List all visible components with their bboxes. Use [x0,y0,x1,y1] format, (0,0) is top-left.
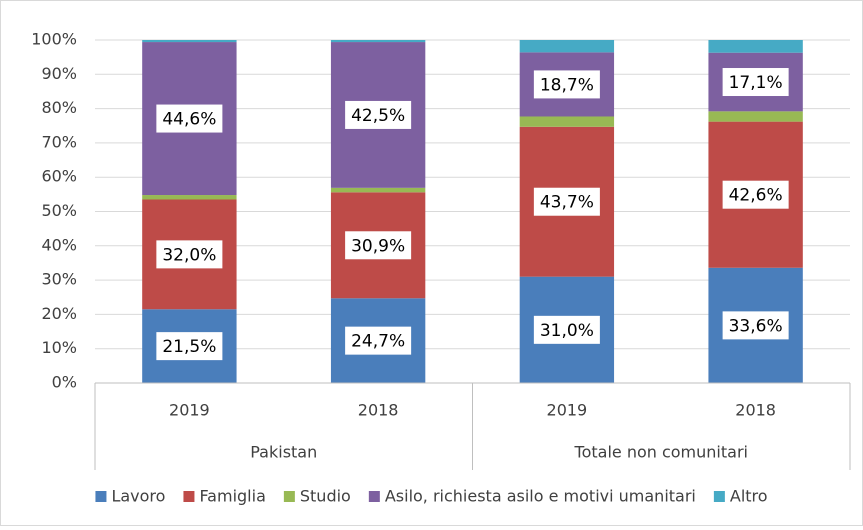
legend-swatch [283,491,295,502]
value-label-box [345,100,412,129]
y-tick-label: 50% [41,201,77,220]
value-label-box [533,70,600,99]
bar-segment [330,40,426,43]
value-label-box [722,68,789,97]
value-label-text: 42,6% [729,186,783,206]
value-label: 21,5% [156,332,223,361]
value-label-box [533,187,600,216]
x-tick-label: 2018 [735,401,776,420]
x-tick-label: 2018 [358,401,399,420]
legend-swatch [183,491,195,502]
x-tick-label: 2019 [547,401,588,420]
y-tick-label: 40% [41,235,77,254]
value-label-text: 33,6% [729,316,783,336]
legend-swatch [713,491,725,502]
value-label: 30,9% [345,231,412,260]
value-label-text: 42,5% [351,106,405,126]
bar-segment [330,187,426,193]
value-label: 43,7% [533,187,600,216]
value-label-box [345,231,412,260]
value-label-box [345,326,412,355]
value-label-box [156,332,223,361]
value-label-text: 31,0% [540,321,594,341]
bar-segment [519,40,615,53]
value-label-text: 32,0% [162,245,216,265]
y-tick-label: 80% [41,98,77,117]
legend-label: Asilo, richiesta asilo e motivi umanitar… [385,487,696,506]
value-label: 31,0% [533,315,600,344]
value-label-text: 43,7% [540,193,594,213]
y-tick-label: 60% [41,167,77,186]
value-label-box [722,180,789,209]
value-label-text: 24,7% [351,332,405,352]
value-label: 32,0% [156,240,223,269]
legend-label: Famiglia [199,487,265,506]
y-tick-label: 70% [41,132,77,151]
value-label-box [156,240,223,269]
legend-label: Altro [730,487,768,506]
bar-segment [519,116,615,127]
legend-label: Lavoro [111,487,165,506]
value-label: 42,6% [722,180,789,209]
legend-swatch [95,491,107,502]
y-tick-label: 10% [41,338,77,357]
bar-segment [142,40,237,43]
y-tick-label: 0% [52,373,77,392]
x-tick-label: 2019 [169,401,210,420]
legend-swatch [368,491,380,502]
value-label-text: 18,7% [540,75,594,95]
group-label: Totale non comunitari [574,443,748,462]
y-tick-label: 20% [41,304,77,323]
value-label: 24,7% [345,326,412,355]
value-label: 17,1% [722,68,789,97]
value-label: 44,6% [156,104,223,133]
value-label: 18,7% [533,70,600,99]
value-label: 42,5% [345,100,412,129]
bar-segment [708,40,803,53]
legend: Lavoro Famiglia Studio Asilo, richiesta asi… [95,487,768,506]
value-label-box [722,311,789,340]
value-label-text: 21,5% [162,337,216,357]
value-label: 33,6% [722,311,789,340]
value-label-box [533,315,600,344]
y-tick-label: 100% [31,30,77,49]
y-tick-label: 30% [41,270,77,289]
group-label: Pakistan [250,443,317,462]
value-label-text: 44,6% [162,110,216,130]
value-label-box [156,104,223,133]
bar-segment [142,195,237,200]
y-tick-label: 90% [41,64,77,83]
value-label-text: 17,1% [729,73,783,93]
legend-label: Studio [300,487,351,506]
value-label-text: 30,9% [351,236,405,256]
bar-segment [708,111,803,122]
